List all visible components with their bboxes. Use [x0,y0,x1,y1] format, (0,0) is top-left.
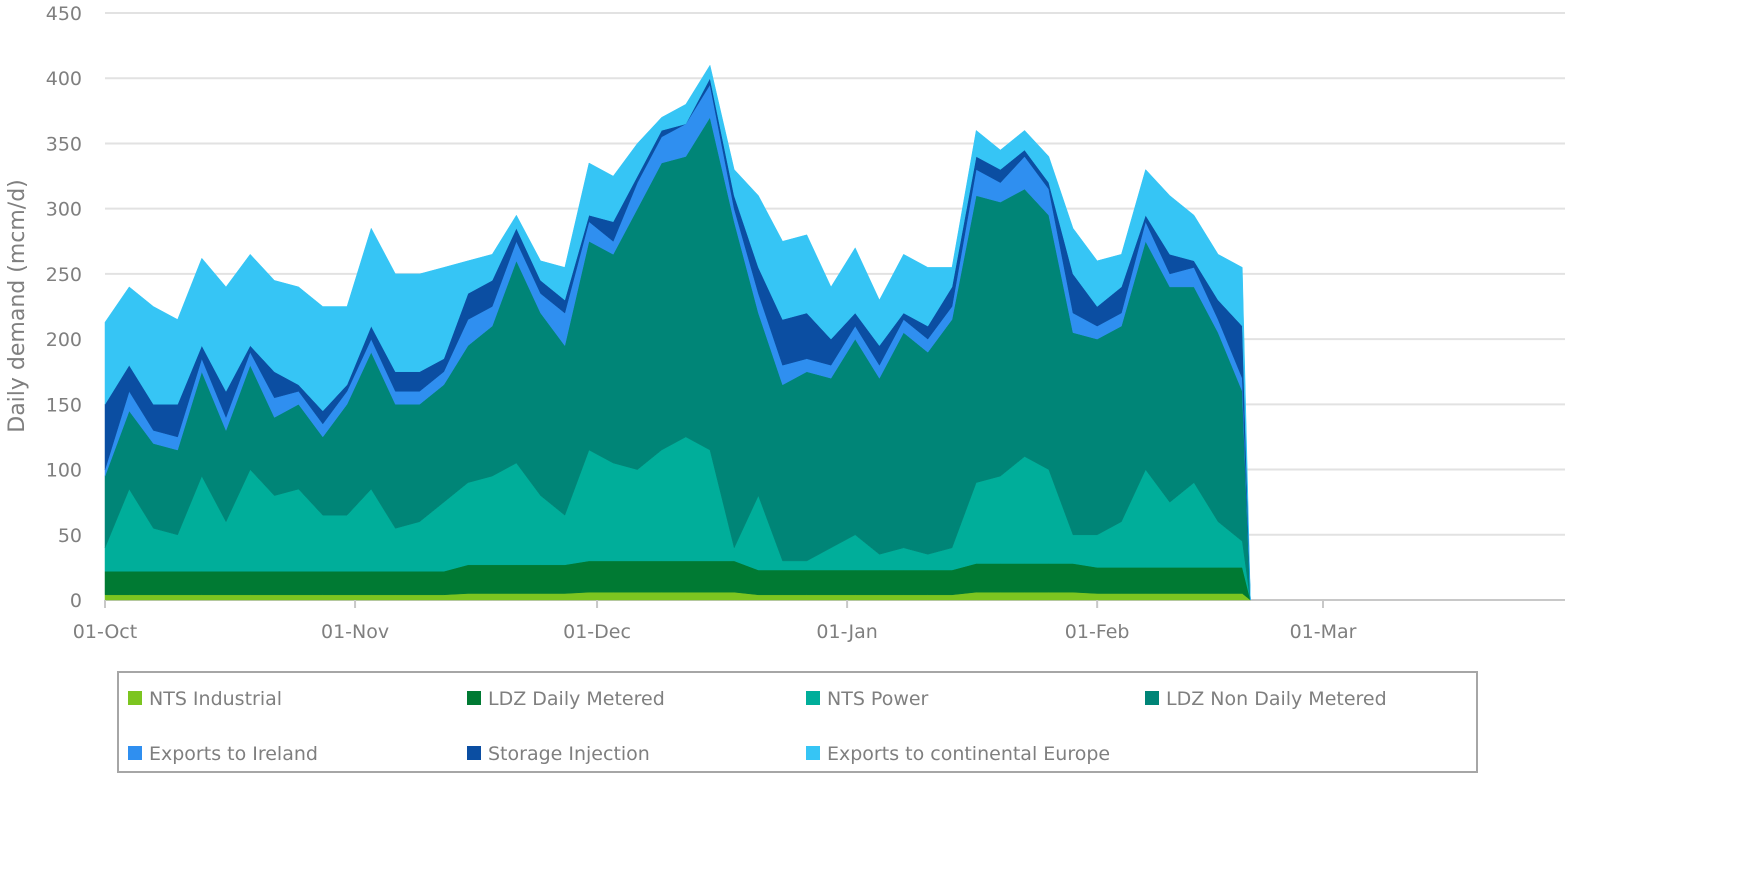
y-tick-label: 250 [46,264,82,286]
legend-label: Exports to Ireland [149,743,318,765]
legend-swatch [1145,691,1159,705]
legend-swatch [806,691,820,705]
y-tick-label: 150 [46,394,82,416]
legend-label: Storage Injection [488,743,650,765]
x-tick-label: 01-Mar [1290,621,1357,643]
x-tick-label: 01-Jan [816,621,877,643]
y-tick-label: 350 [46,133,82,155]
y-tick-label: 200 [46,329,82,351]
y-tick-label: 100 [46,460,82,482]
x-tick-label: 01-Nov [321,621,389,643]
legend-label: LDZ Daily Metered [488,688,665,710]
legend-swatch [467,691,481,705]
x-tick-label: 01-Feb [1065,621,1130,643]
x-tick-label: 01-Oct [73,621,137,643]
y-tick-label: 50 [58,525,82,547]
legend-label: NTS Power [827,688,929,710]
y-tick-label: 300 [46,199,82,221]
y-tick-label: 400 [46,68,82,90]
legend-swatch [806,746,820,760]
area [104,64,1251,601]
y-tick-label: 450 [46,3,82,25]
legend-label: Exports to continental Europe [827,743,1110,765]
legend-label: LDZ Non Daily Metered [1166,688,1387,710]
y-axis-label: Daily demand (mcm/d) [5,179,30,432]
legend-label: NTS Industrial [149,688,282,710]
legend-swatch [128,746,142,760]
x-tick-label: 01-Dec [563,621,631,643]
y-tick-label: 0 [70,590,82,612]
legend-swatch [128,691,142,705]
legend-swatch [467,746,481,760]
legend-box [117,671,1478,773]
